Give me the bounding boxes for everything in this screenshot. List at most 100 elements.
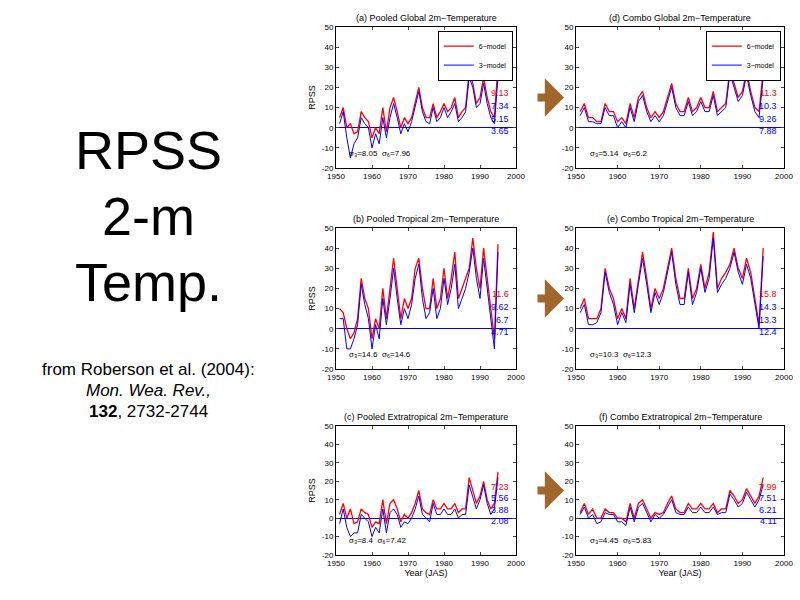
svg-text:2000: 2000 bbox=[507, 559, 525, 568]
svg-text:4.11: 4.11 bbox=[760, 516, 777, 526]
svg-text:-10: -10 bbox=[562, 345, 574, 354]
svg-text:1970: 1970 bbox=[650, 559, 668, 568]
svg-text:7.88: 7.88 bbox=[759, 126, 777, 136]
svg-text:1950: 1950 bbox=[567, 559, 585, 568]
svg-text:5.15: 5.15 bbox=[491, 114, 509, 124]
svg-text:(a) Pooled Global 2m−Temperatu: (a) Pooled Global 2m−Temperature bbox=[356, 13, 497, 23]
svg-text:3−model: 3−model bbox=[747, 62, 774, 69]
svg-text:40: 40 bbox=[324, 244, 333, 253]
svg-text:10: 10 bbox=[564, 103, 573, 112]
svg-text:1980: 1980 bbox=[692, 373, 710, 382]
svg-text:(c) Pooled Extratropical 2m−Te: (c) Pooled Extratropical 2m−Temperature bbox=[344, 412, 508, 422]
svg-text:6−model: 6−model bbox=[747, 43, 774, 50]
svg-text:20: 20 bbox=[324, 284, 333, 293]
svg-text:1990: 1990 bbox=[471, 559, 489, 568]
svg-text:σ₃=4.45 σ₆=5.83: σ₃=4.45 σ₆=5.83 bbox=[590, 536, 652, 545]
svg-text:1970: 1970 bbox=[650, 172, 668, 181]
svg-text:20: 20 bbox=[564, 477, 573, 486]
svg-text:1980: 1980 bbox=[692, 172, 710, 181]
svg-text:9.62: 9.62 bbox=[491, 302, 509, 312]
svg-text:40: 40 bbox=[564, 440, 573, 449]
svg-text:10: 10 bbox=[324, 103, 333, 112]
svg-text:7.99: 7.99 bbox=[759, 482, 777, 492]
svg-text:-20: -20 bbox=[322, 365, 334, 374]
svg-text:1990: 1990 bbox=[471, 172, 489, 181]
svg-text:30: 30 bbox=[564, 63, 573, 72]
svg-text:1960: 1960 bbox=[363, 373, 381, 382]
svg-text:1970: 1970 bbox=[399, 172, 417, 181]
svg-text:7.51: 7.51 bbox=[759, 493, 777, 503]
svg-text:σ₃=5.14 σ₆=6.2: σ₃=5.14 σ₆=6.2 bbox=[590, 149, 647, 158]
svg-text:0: 0 bbox=[569, 124, 574, 133]
svg-text:3−model: 3−model bbox=[479, 62, 506, 69]
svg-text:20: 20 bbox=[324, 83, 333, 92]
svg-text:30: 30 bbox=[324, 264, 333, 273]
svg-text:-20: -20 bbox=[322, 551, 334, 560]
svg-text:1990: 1990 bbox=[734, 172, 752, 181]
svg-text:1980: 1980 bbox=[435, 559, 453, 568]
svg-text:-10: -10 bbox=[562, 532, 574, 541]
svg-text:40: 40 bbox=[324, 440, 333, 449]
svg-text:6−model: 6−model bbox=[479, 43, 506, 50]
svg-text:1970: 1970 bbox=[399, 559, 417, 568]
svg-text:6.7: 6.7 bbox=[496, 315, 509, 325]
svg-text:9.13: 9.13 bbox=[491, 88, 509, 98]
svg-text:2000: 2000 bbox=[775, 172, 793, 181]
svg-text:1980: 1980 bbox=[435, 373, 453, 382]
svg-text:6.21: 6.21 bbox=[759, 505, 777, 515]
svg-text:(e) Combo Tropical 2m−Temperat: (e) Combo Tropical 2m−Temperature bbox=[607, 214, 754, 224]
svg-text:12.4: 12.4 bbox=[759, 327, 777, 337]
svg-text:1960: 1960 bbox=[609, 559, 627, 568]
svg-text:11.6: 11.6 bbox=[492, 289, 509, 299]
svg-text:10: 10 bbox=[324, 304, 333, 313]
svg-text:RPSS: RPSS bbox=[307, 85, 317, 110]
svg-text:10.3: 10.3 bbox=[759, 101, 777, 111]
svg-text:-10: -10 bbox=[562, 144, 574, 153]
svg-text:5.56: 5.56 bbox=[491, 493, 509, 503]
svg-text:10: 10 bbox=[564, 496, 573, 505]
svg-text:1990: 1990 bbox=[734, 373, 752, 382]
svg-text:50: 50 bbox=[324, 224, 333, 233]
svg-text:-20: -20 bbox=[562, 365, 574, 374]
svg-text:10: 10 bbox=[564, 304, 573, 313]
svg-text:-10: -10 bbox=[322, 532, 334, 541]
svg-text:30: 30 bbox=[324, 459, 333, 468]
svg-text:50: 50 bbox=[564, 23, 573, 32]
svg-text:4.71: 4.71 bbox=[491, 327, 509, 337]
svg-text:Temp.: Temp. bbox=[75, 252, 222, 312]
svg-text:-10: -10 bbox=[322, 345, 334, 354]
svg-text:σ₃=8.05 σ₆=7.96: σ₃=8.05 σ₆=7.96 bbox=[349, 149, 411, 158]
svg-text:30: 30 bbox=[564, 459, 573, 468]
svg-text:1960: 1960 bbox=[609, 172, 627, 181]
svg-text:(b) Pooled Tropical 2m−Tempera: (b) Pooled Tropical 2m−Temperature bbox=[353, 214, 499, 224]
svg-text:σ₃=10.3 σ₆=12.3: σ₃=10.3 σ₆=12.3 bbox=[590, 350, 652, 359]
svg-text:11.3: 11.3 bbox=[760, 88, 777, 98]
svg-text:20: 20 bbox=[564, 83, 573, 92]
svg-text:σ₃=8.4 σ₆=7.42: σ₃=8.4 σ₆=7.42 bbox=[349, 536, 406, 545]
svg-text:1950: 1950 bbox=[567, 172, 585, 181]
svg-text:0: 0 bbox=[569, 325, 574, 334]
svg-text:σ₃=14.6 σ₆=14.6: σ₃=14.6 σ₆=14.6 bbox=[349, 350, 411, 359]
svg-text:2000: 2000 bbox=[507, 373, 525, 382]
svg-text:15.8: 15.8 bbox=[759, 289, 777, 299]
svg-text:0: 0 bbox=[569, 514, 574, 523]
svg-text:1970: 1970 bbox=[399, 373, 417, 382]
svg-text:Year (JAS): Year (JAS) bbox=[658, 568, 701, 578]
svg-text:-20: -20 bbox=[562, 551, 574, 560]
svg-text:20: 20 bbox=[564, 284, 573, 293]
svg-text:7.34: 7.34 bbox=[491, 101, 509, 111]
svg-text:(d) Combo Global 2m−Temperatur: (d) Combo Global 2m−Temperature bbox=[609, 13, 751, 23]
svg-text:50: 50 bbox=[324, 422, 333, 431]
svg-text:2000: 2000 bbox=[775, 559, 793, 568]
svg-text:2000: 2000 bbox=[507, 172, 525, 181]
svg-text:2.08: 2.08 bbox=[491, 516, 509, 526]
svg-text:50: 50 bbox=[564, 224, 573, 233]
svg-text:1990: 1990 bbox=[734, 559, 752, 568]
svg-text:50: 50 bbox=[564, 422, 573, 431]
svg-text:RPSS: RPSS bbox=[75, 120, 222, 180]
svg-text:-10: -10 bbox=[322, 144, 334, 153]
svg-text:0: 0 bbox=[329, 124, 334, 133]
svg-text:-20: -20 bbox=[322, 164, 334, 173]
svg-text:1950: 1950 bbox=[327, 559, 345, 568]
svg-text:Year (JAS): Year (JAS) bbox=[404, 568, 447, 578]
